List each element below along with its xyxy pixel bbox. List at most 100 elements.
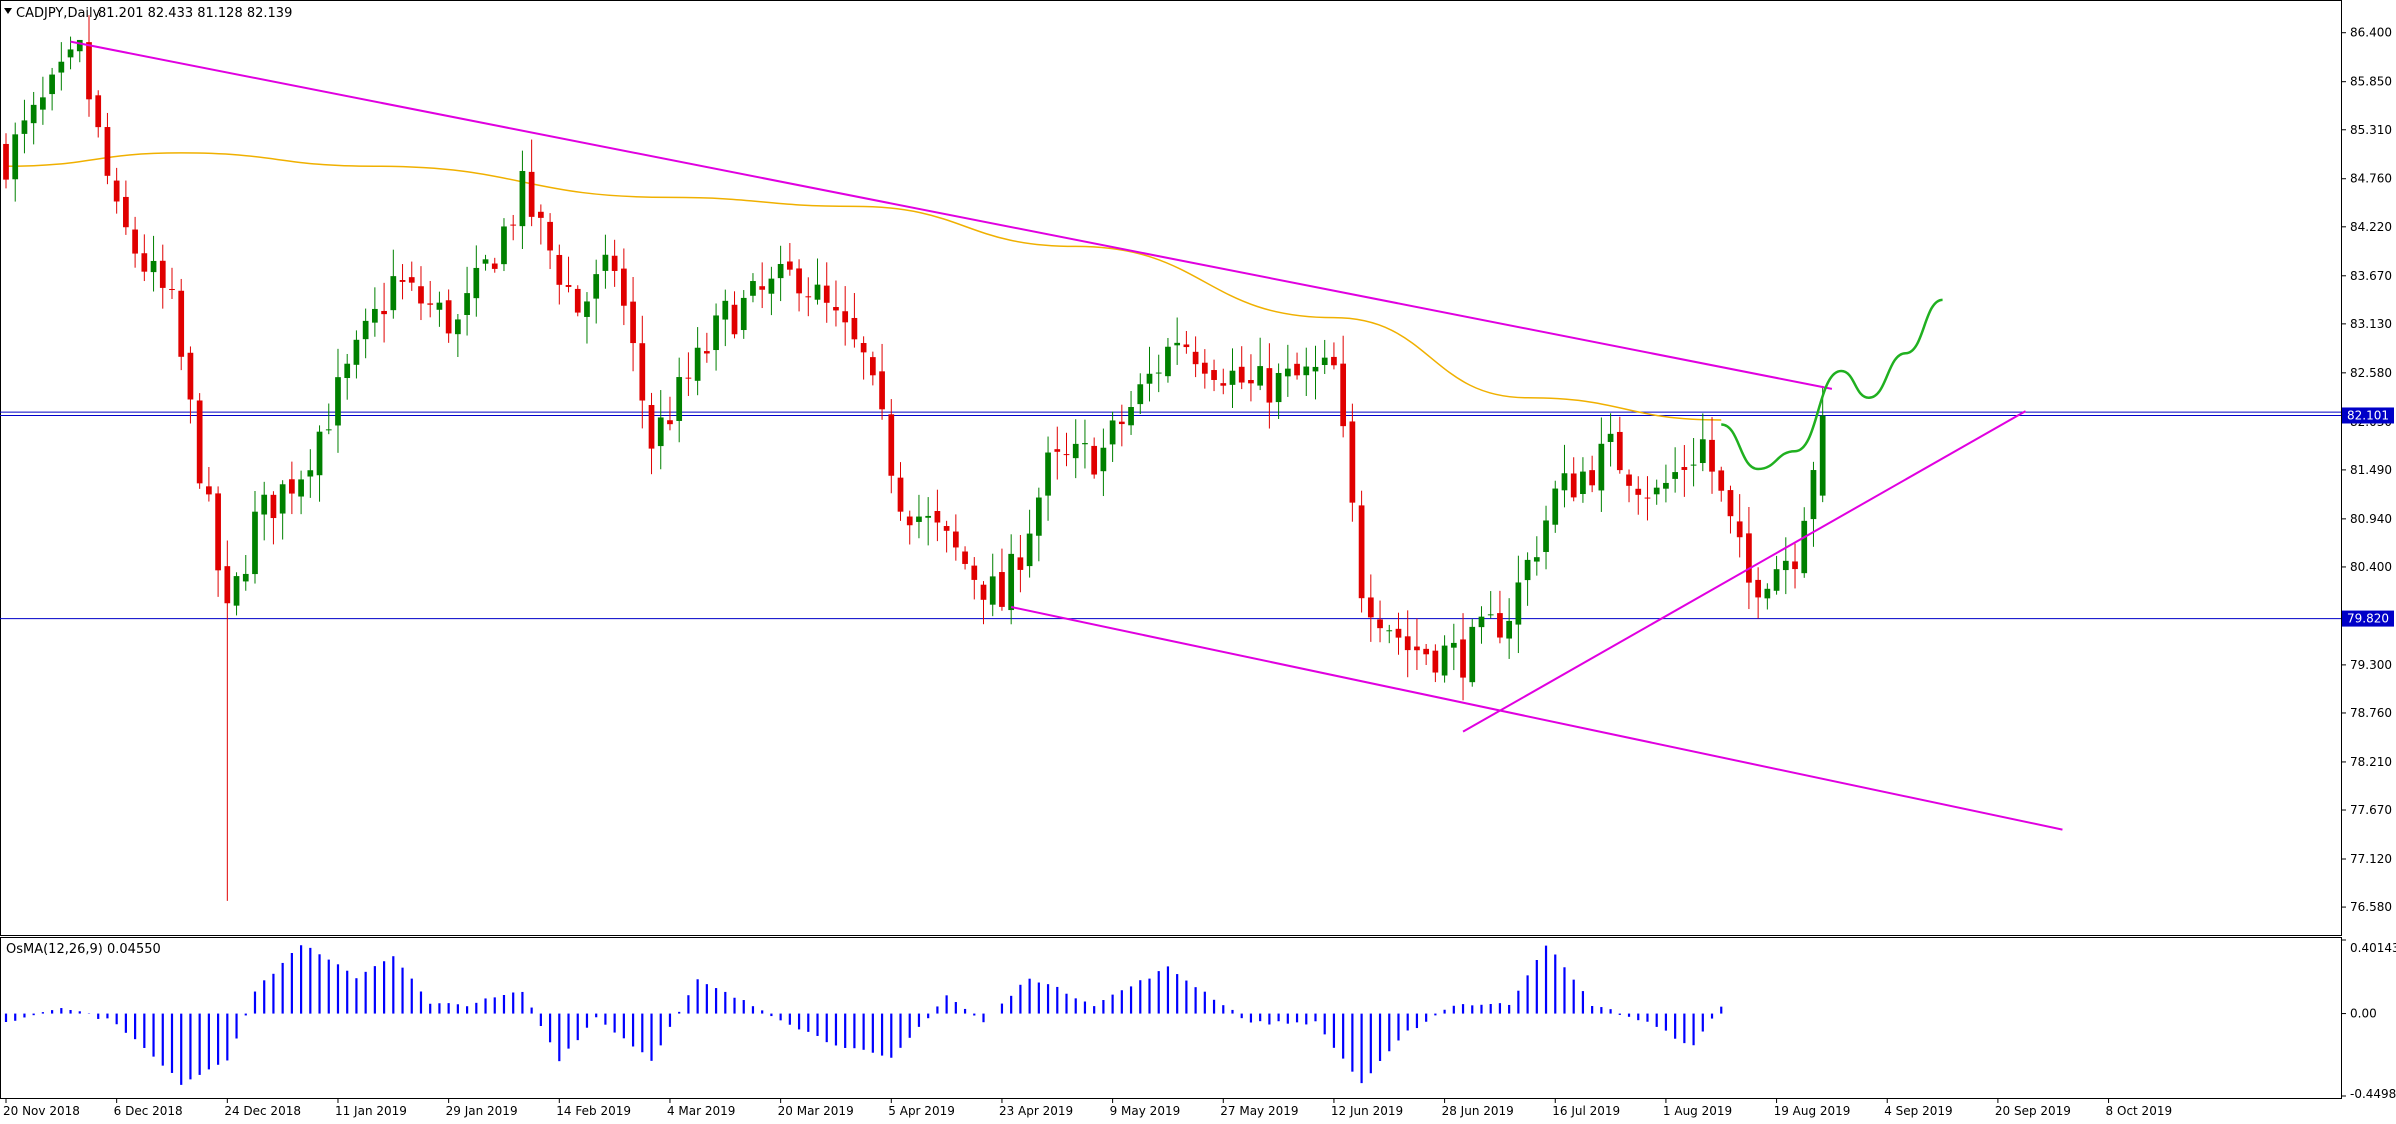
candle (215, 486, 221, 597)
candle (1561, 444, 1568, 508)
time-tick-label: 14 Feb 2019 (556, 1104, 631, 1118)
time-tick-label: 12 Jun 2019 (1331, 1104, 1403, 1118)
osma-tick-label: 0.40143 (2350, 941, 2396, 955)
candle (657, 390, 664, 470)
candle-body (768, 278, 775, 294)
candle (833, 280, 839, 327)
candle (21, 99, 28, 154)
candle (1552, 480, 1559, 533)
candle-body (1414, 646, 1420, 651)
candle (1118, 404, 1125, 447)
candle (95, 90, 102, 138)
candle (372, 287, 378, 337)
candle-body (1349, 421, 1356, 503)
candle-body (1570, 473, 1577, 498)
candle (1275, 363, 1282, 419)
candle-body (1331, 356, 1337, 366)
candle-body (989, 576, 996, 605)
candle-body (1165, 346, 1171, 377)
candle (40, 76, 46, 125)
candle (851, 293, 858, 348)
candle-body (159, 260, 166, 288)
candle-body (620, 268, 627, 306)
candle (703, 332, 710, 363)
candle-body (1432, 650, 1439, 673)
candles (3, 15, 1826, 901)
candle-body (630, 301, 636, 344)
candle-body (1072, 443, 1079, 459)
trendline (1010, 606, 2063, 831)
candle-body (1801, 520, 1808, 574)
osma-label: OsMA(12,26,9) 0.04550 (6, 942, 161, 957)
candle-body (1755, 579, 1761, 598)
candle (1414, 618, 1420, 670)
candle-body (1773, 569, 1780, 591)
candle (722, 289, 729, 347)
candle-body (1681, 467, 1688, 470)
candle-body (1321, 357, 1328, 366)
candle-body (1128, 407, 1134, 426)
candle-body (325, 429, 332, 431)
candle (1432, 644, 1439, 683)
candle (740, 290, 747, 339)
candle-body (1340, 363, 1347, 427)
candle-body (242, 573, 249, 582)
time-tick-label: 4 Mar 2019 (667, 1104, 735, 1118)
candle (455, 313, 461, 357)
trendlines (70, 40, 2063, 831)
time-tick-label: 6 Dec 2018 (114, 1104, 183, 1118)
candle (1248, 354, 1254, 402)
candle-body (279, 484, 286, 514)
candle-body (1229, 370, 1236, 385)
candle-body (740, 297, 747, 331)
candle-body (76, 39, 83, 52)
candle (316, 425, 323, 502)
candle (574, 285, 581, 317)
price-tags: 82.101 79.820 (2342, 407, 2394, 627)
candle (30, 91, 37, 145)
candle-body (510, 224, 517, 226)
candle-body (713, 315, 719, 351)
candle-body (556, 254, 563, 285)
candle-body (132, 229, 138, 254)
candle (943, 520, 950, 553)
candle (1377, 600, 1383, 643)
time-tick-label: 20 Mar 2019 (778, 1104, 854, 1118)
candle-body (574, 288, 581, 313)
candle-body (1377, 619, 1383, 629)
candle-body (833, 307, 839, 311)
candle-body (519, 170, 526, 227)
candle-body (1063, 454, 1070, 456)
candle (1174, 317, 1181, 365)
candle (261, 481, 268, 541)
candle (1478, 606, 1485, 644)
candle-body (1045, 452, 1051, 496)
time-tick-label: 20 Nov 2018 (3, 1104, 80, 1118)
candle (1367, 574, 1374, 642)
candle-body (3, 143, 9, 180)
candle (86, 15, 92, 117)
candle (971, 557, 978, 600)
candle-body (1635, 488, 1642, 495)
candle-body (1672, 472, 1678, 479)
candle (1321, 339, 1328, 375)
candle (1626, 469, 1632, 503)
candle-body (1155, 372, 1162, 374)
candle-body (252, 511, 258, 575)
candle-body (1589, 470, 1596, 486)
candle-body (436, 302, 443, 310)
candle (796, 259, 802, 312)
candle-body (906, 516, 913, 526)
time-tick-label: 1 Aug 2019 (1663, 1104, 1732, 1118)
candle-body (40, 97, 46, 110)
candle (1155, 354, 1162, 393)
candle (869, 351, 876, 386)
candle (362, 308, 369, 359)
candle (1091, 437, 1098, 479)
candle (1690, 438, 1697, 487)
candle-body (86, 42, 92, 100)
candle (879, 343, 885, 420)
candle (667, 396, 673, 431)
dropdown-triangle-icon[interactable] (4, 8, 12, 14)
trendline (70, 40, 1833, 390)
